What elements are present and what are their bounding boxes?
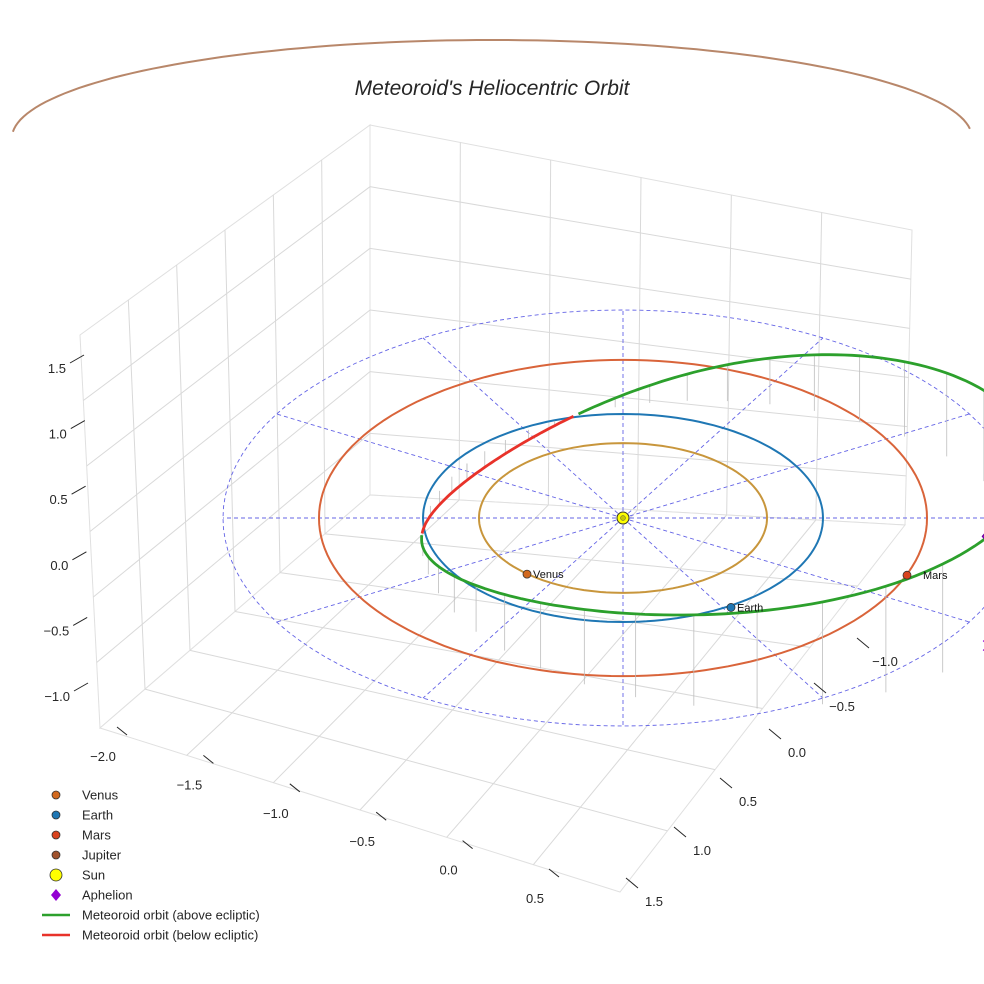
x-tick-label: −1.0 [263,806,289,821]
ecliptic-spoke [276,413,624,519]
legend-label: Aphelion [82,888,133,903]
sun-core [620,515,626,521]
y-tick-mark [856,637,870,649]
orbit-mars [317,358,928,678]
z-tick-label: −0.5 [44,623,70,638]
z-tick-label: 1.0 [49,427,67,442]
z-tick-label: 0.5 [50,492,68,507]
z-tick-label: 1.5 [48,361,66,376]
legend-marker [51,810,61,820]
ecliptic-spoke [276,517,624,623]
orbit-venus [477,442,768,594]
legend-marker [51,850,61,860]
y-tick-mark [813,682,827,694]
grid-line [532,519,817,865]
z-tick-mark [69,354,85,364]
legend: Venus Earth Mars Jupiter Sun Aphelion Meteoroi… [42,788,260,943]
y-tick-mark [768,728,782,740]
grid-line [369,309,909,378]
x-tick-label: −0.5 [349,834,375,849]
y-tick-label: 1.0 [693,843,711,858]
x-tick-label: 0.5 [526,891,544,906]
grid-line [369,432,907,477]
venus-label: Venus [533,569,564,581]
y-tick-mark [719,777,733,789]
z-tick-mark [70,420,86,430]
markers: Venus Earth Mars [522,511,984,652]
orbit-earth [421,412,824,624]
grid-line [89,309,371,532]
earth-label: Earth [737,602,763,614]
x-tick-mark [203,755,214,764]
y-tick-label: −0.5 [829,699,855,714]
x-tick-label: −2.0 [90,749,116,764]
chart-title: Meteoroid's Heliocentric Orbit [355,77,631,100]
mars-marker [902,570,912,580]
z-tick-mark [71,485,86,495]
legend-marker [51,830,61,840]
z-tick-mark [73,682,89,692]
meteoroid-orbit-above [420,353,984,617]
y-tick-mark [625,877,639,889]
y-tick-label: −1.0 [872,654,898,669]
z-tick-label: 0.0 [50,558,68,573]
legend-label: Jupiter [82,848,122,863]
legend-marker [49,868,63,882]
legend-marker [51,889,61,901]
x-tick-label: 0.0 [440,863,458,878]
z-tick-mark [72,616,88,626]
x-tick-mark [375,811,387,821]
x-tick-mark [548,868,560,878]
ecliptic-spoke [622,413,970,519]
grid-line [93,371,371,598]
legend-label: Meteoroid orbit (below ecliptic) [82,928,258,943]
y-tick-mark [673,826,687,838]
earth-marker [726,603,736,612]
meteoroid-orbit-below [420,415,575,534]
z-tick-label: −1.0 [44,689,70,704]
grid-line [86,247,371,467]
mars-label: Mars [923,570,948,582]
grid-line [369,371,908,428]
legend-label: Sun [82,868,105,883]
ecliptic-spoke [622,517,970,623]
x-tick-mark [462,840,473,849]
z-tick-mark [72,551,87,561]
grid-line [369,186,911,280]
y-tick-label: 1.5 [645,894,663,909]
legend-label: Earth [82,808,113,823]
planet-orbits [317,358,928,678]
x-tick-mark [116,726,128,736]
axes-panes [79,124,913,893]
x-tick-label: −1.5 [177,777,203,792]
jupiter-orbit-arc [11,39,971,133]
legend-label: Meteoroid orbit (above ecliptic) [82,908,260,923]
grid-lines [83,142,911,865]
venus-marker [522,569,532,579]
y-tick-label: 0.0 [788,745,806,760]
y-tick-label: 0.5 [739,794,757,809]
x-tick-mark [289,783,301,793]
legend-label: Venus [82,788,119,803]
legend-marker [51,790,61,800]
grid-line [369,247,910,329]
axis-ticks: −1.0 −0.5 0.0 0.5 1.0 1.5 −2.0 −1.5 −1.0 −0.5 0.0 0… [44,354,898,909]
legend-label: Mars [82,828,111,843]
grid-line [83,186,371,401]
grid-line [96,432,371,663]
